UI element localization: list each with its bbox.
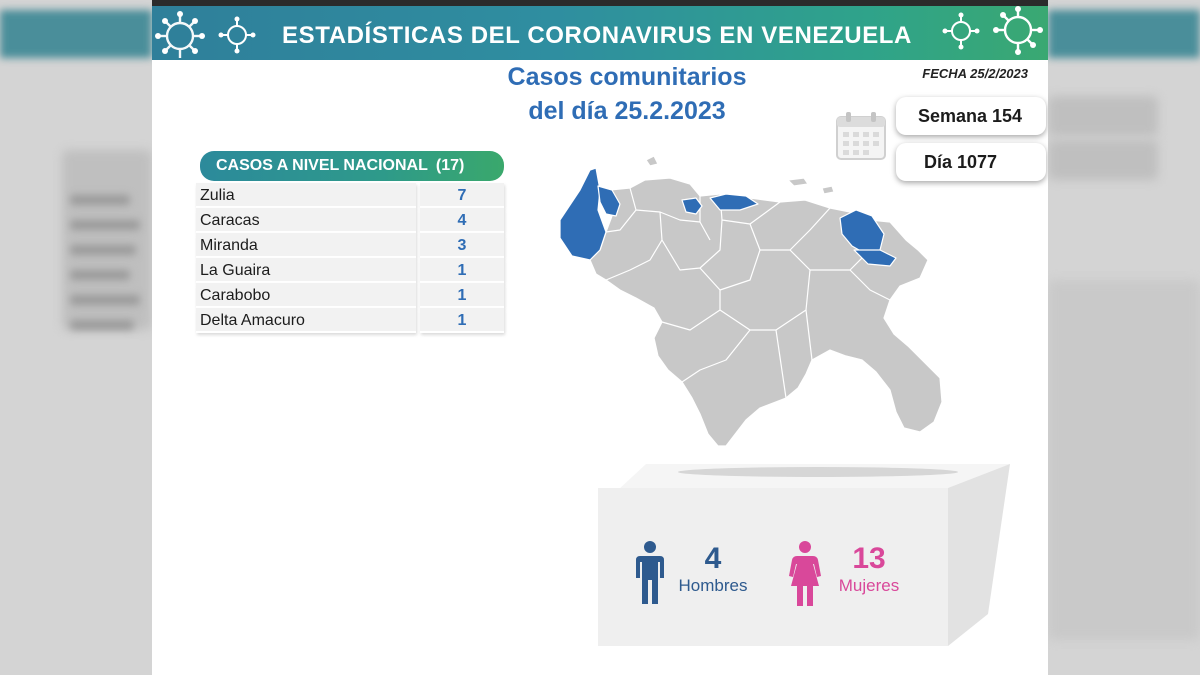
state-cases: 4 <box>420 208 504 233</box>
background-right <box>1048 0 1200 675</box>
subtitle-line-2: del día 25.2.2023 <box>528 97 726 125</box>
table-row: Miranda 3 <box>196 233 505 258</box>
virus-icon <box>942 12 980 50</box>
background-left <box>0 0 152 675</box>
map-island <box>787 177 809 187</box>
cases-table-title: CASOS A NIVEL NACIONAL <box>216 157 428 174</box>
women-count: 13 <box>852 542 886 575</box>
cases-table-total: (17) <box>435 157 465 174</box>
subtitle: Casos comunitarios del día 25.2.2023 <box>452 60 802 128</box>
state-name: Zulia <box>196 183 416 208</box>
report-date: FECHA 25/2/2023 <box>922 66 1028 81</box>
state-name: Delta Amacuro <box>196 308 416 333</box>
men-stat: 4 Hombres <box>672 542 754 596</box>
state-name: Carabobo <box>196 283 416 308</box>
map-mainland <box>589 177 943 447</box>
men-label: Hombres <box>678 576 748 595</box>
week-badge: Semana 154 <box>896 97 1046 135</box>
map-state-delta-south <box>853 249 897 267</box>
cases-table: Zulia 7 Caracas 4 Miranda 3 La Guaira 1 … <box>196 183 505 333</box>
infographic-slide: ESTADÍSTICAS DEL CORONAVIRUS EN VENEZUEL… <box>152 0 1048 675</box>
virus-icon <box>155 11 205 58</box>
map-island <box>645 155 659 167</box>
virus-icon <box>218 16 256 54</box>
state-name: La Guaira <box>196 258 416 283</box>
table-row: Delta Amacuro 1 <box>196 308 505 333</box>
woman-icon <box>789 541 821 606</box>
subtitle-line-1: Casos comunitarios <box>507 63 747 91</box>
map-island <box>821 185 835 195</box>
state-cases: 7 <box>420 183 504 208</box>
gender-box-side <box>948 464 1010 646</box>
map-state-zulia <box>559 167 607 261</box>
virus-icon <box>993 6 1043 55</box>
title-banner: ESTADÍSTICAS DEL CORONAVIRUS EN VENEZUEL… <box>152 6 1048 60</box>
state-cases: 3 <box>420 233 504 258</box>
venezuela-map <box>559 155 943 447</box>
day-badge: Día 1077 <box>896 143 1046 181</box>
table-row: Carabobo 1 <box>196 283 505 308</box>
women-stat: 13 Mujeres <box>828 542 910 596</box>
women-label: Mujeres <box>838 576 900 595</box>
map-state-capital <box>709 193 759 211</box>
state-name: Miranda <box>196 233 416 258</box>
map-state-carabobo <box>681 197 703 215</box>
table-row: La Guaira 1 <box>196 258 505 283</box>
state-cases: 1 <box>420 308 504 333</box>
banner-title: ESTADÍSTICAS DEL CORONAVIRUS EN VENEZUEL… <box>282 22 912 49</box>
state-name: Caracas <box>196 208 416 233</box>
frame-top <box>152 0 1048 6</box>
state-cases: 1 <box>420 283 504 308</box>
map-state-lake <box>597 185 621 217</box>
table-row: Caracas 4 <box>196 208 505 233</box>
gender-box-top <box>618 464 1010 490</box>
table-row: Zulia 7 <box>196 183 505 208</box>
man-icon <box>636 541 664 604</box>
calendar-icon <box>836 112 886 160</box>
men-count: 4 <box>704 542 722 575</box>
state-cases: 1 <box>420 258 504 283</box>
cases-table-header: CASOS A NIVEL NACIONAL (17) <box>200 151 504 181</box>
